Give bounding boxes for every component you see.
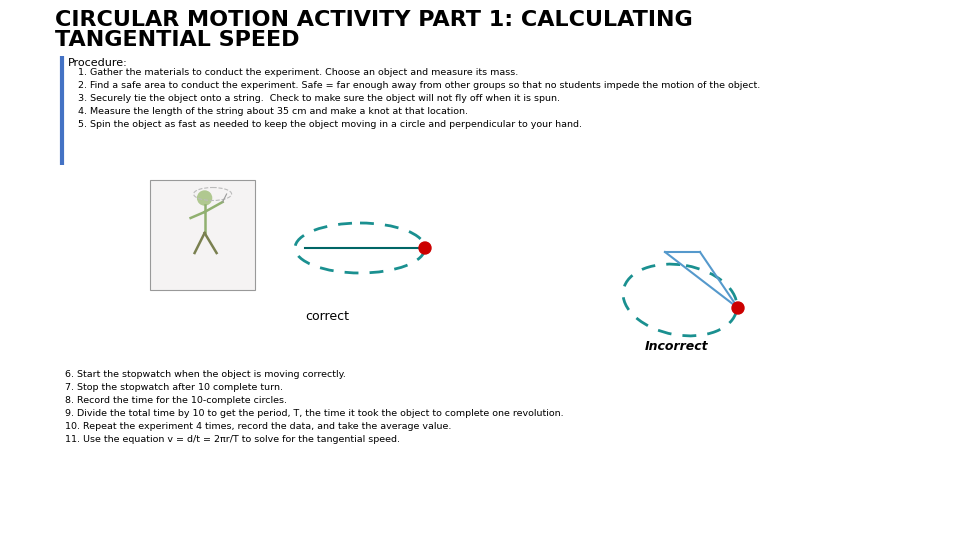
Text: 2. Find a safe area to conduct the experiment. Safe = far enough away from other: 2. Find a safe area to conduct the exper… xyxy=(78,81,760,90)
Text: correct: correct xyxy=(305,310,349,323)
Text: Incorrect: Incorrect xyxy=(645,340,708,353)
Text: 4. Measure the length of the string about 35 cm and make a knot at that location: 4. Measure the length of the string abou… xyxy=(78,107,468,116)
Circle shape xyxy=(419,242,431,254)
Text: 11. Use the equation v = d/t = 2πr/T to solve for the tangential speed.: 11. Use the equation v = d/t = 2πr/T to … xyxy=(65,435,400,444)
Text: CIRCULAR MOTION ACTIVITY PART 1: CALCULATING: CIRCULAR MOTION ACTIVITY PART 1: CALCULA… xyxy=(55,10,693,30)
Text: Procedure:: Procedure: xyxy=(68,58,128,68)
Text: 1. Gather the materials to conduct the experiment. Choose an object and measure : 1. Gather the materials to conduct the e… xyxy=(78,68,518,77)
Circle shape xyxy=(732,302,744,314)
Text: 3. Securely tie the object onto a string.  Check to make sure the object will no: 3. Securely tie the object onto a string… xyxy=(78,94,560,103)
Bar xyxy=(150,180,255,290)
Text: 7. Stop the stopwatch after 10 complete turn.: 7. Stop the stopwatch after 10 complete … xyxy=(65,383,283,392)
Text: 5. Spin the object as fast as needed to keep the object moving in a circle and p: 5. Spin the object as fast as needed to … xyxy=(78,120,582,129)
Text: 8. Record the time for the 10-complete circles.: 8. Record the time for the 10-complete c… xyxy=(65,396,287,405)
Text: 9. Divide the total time by 10 to get the period, T, the time it took the object: 9. Divide the total time by 10 to get th… xyxy=(65,409,564,418)
Text: 6. Start the stopwatch when the object is moving correctly.: 6. Start the stopwatch when the object i… xyxy=(65,370,346,379)
Text: TANGENTIAL SPEED: TANGENTIAL SPEED xyxy=(55,30,300,50)
Text: 10. Repeat the experiment 4 times, record the data, and take the average value.: 10. Repeat the experiment 4 times, recor… xyxy=(65,422,451,431)
Circle shape xyxy=(198,191,211,205)
